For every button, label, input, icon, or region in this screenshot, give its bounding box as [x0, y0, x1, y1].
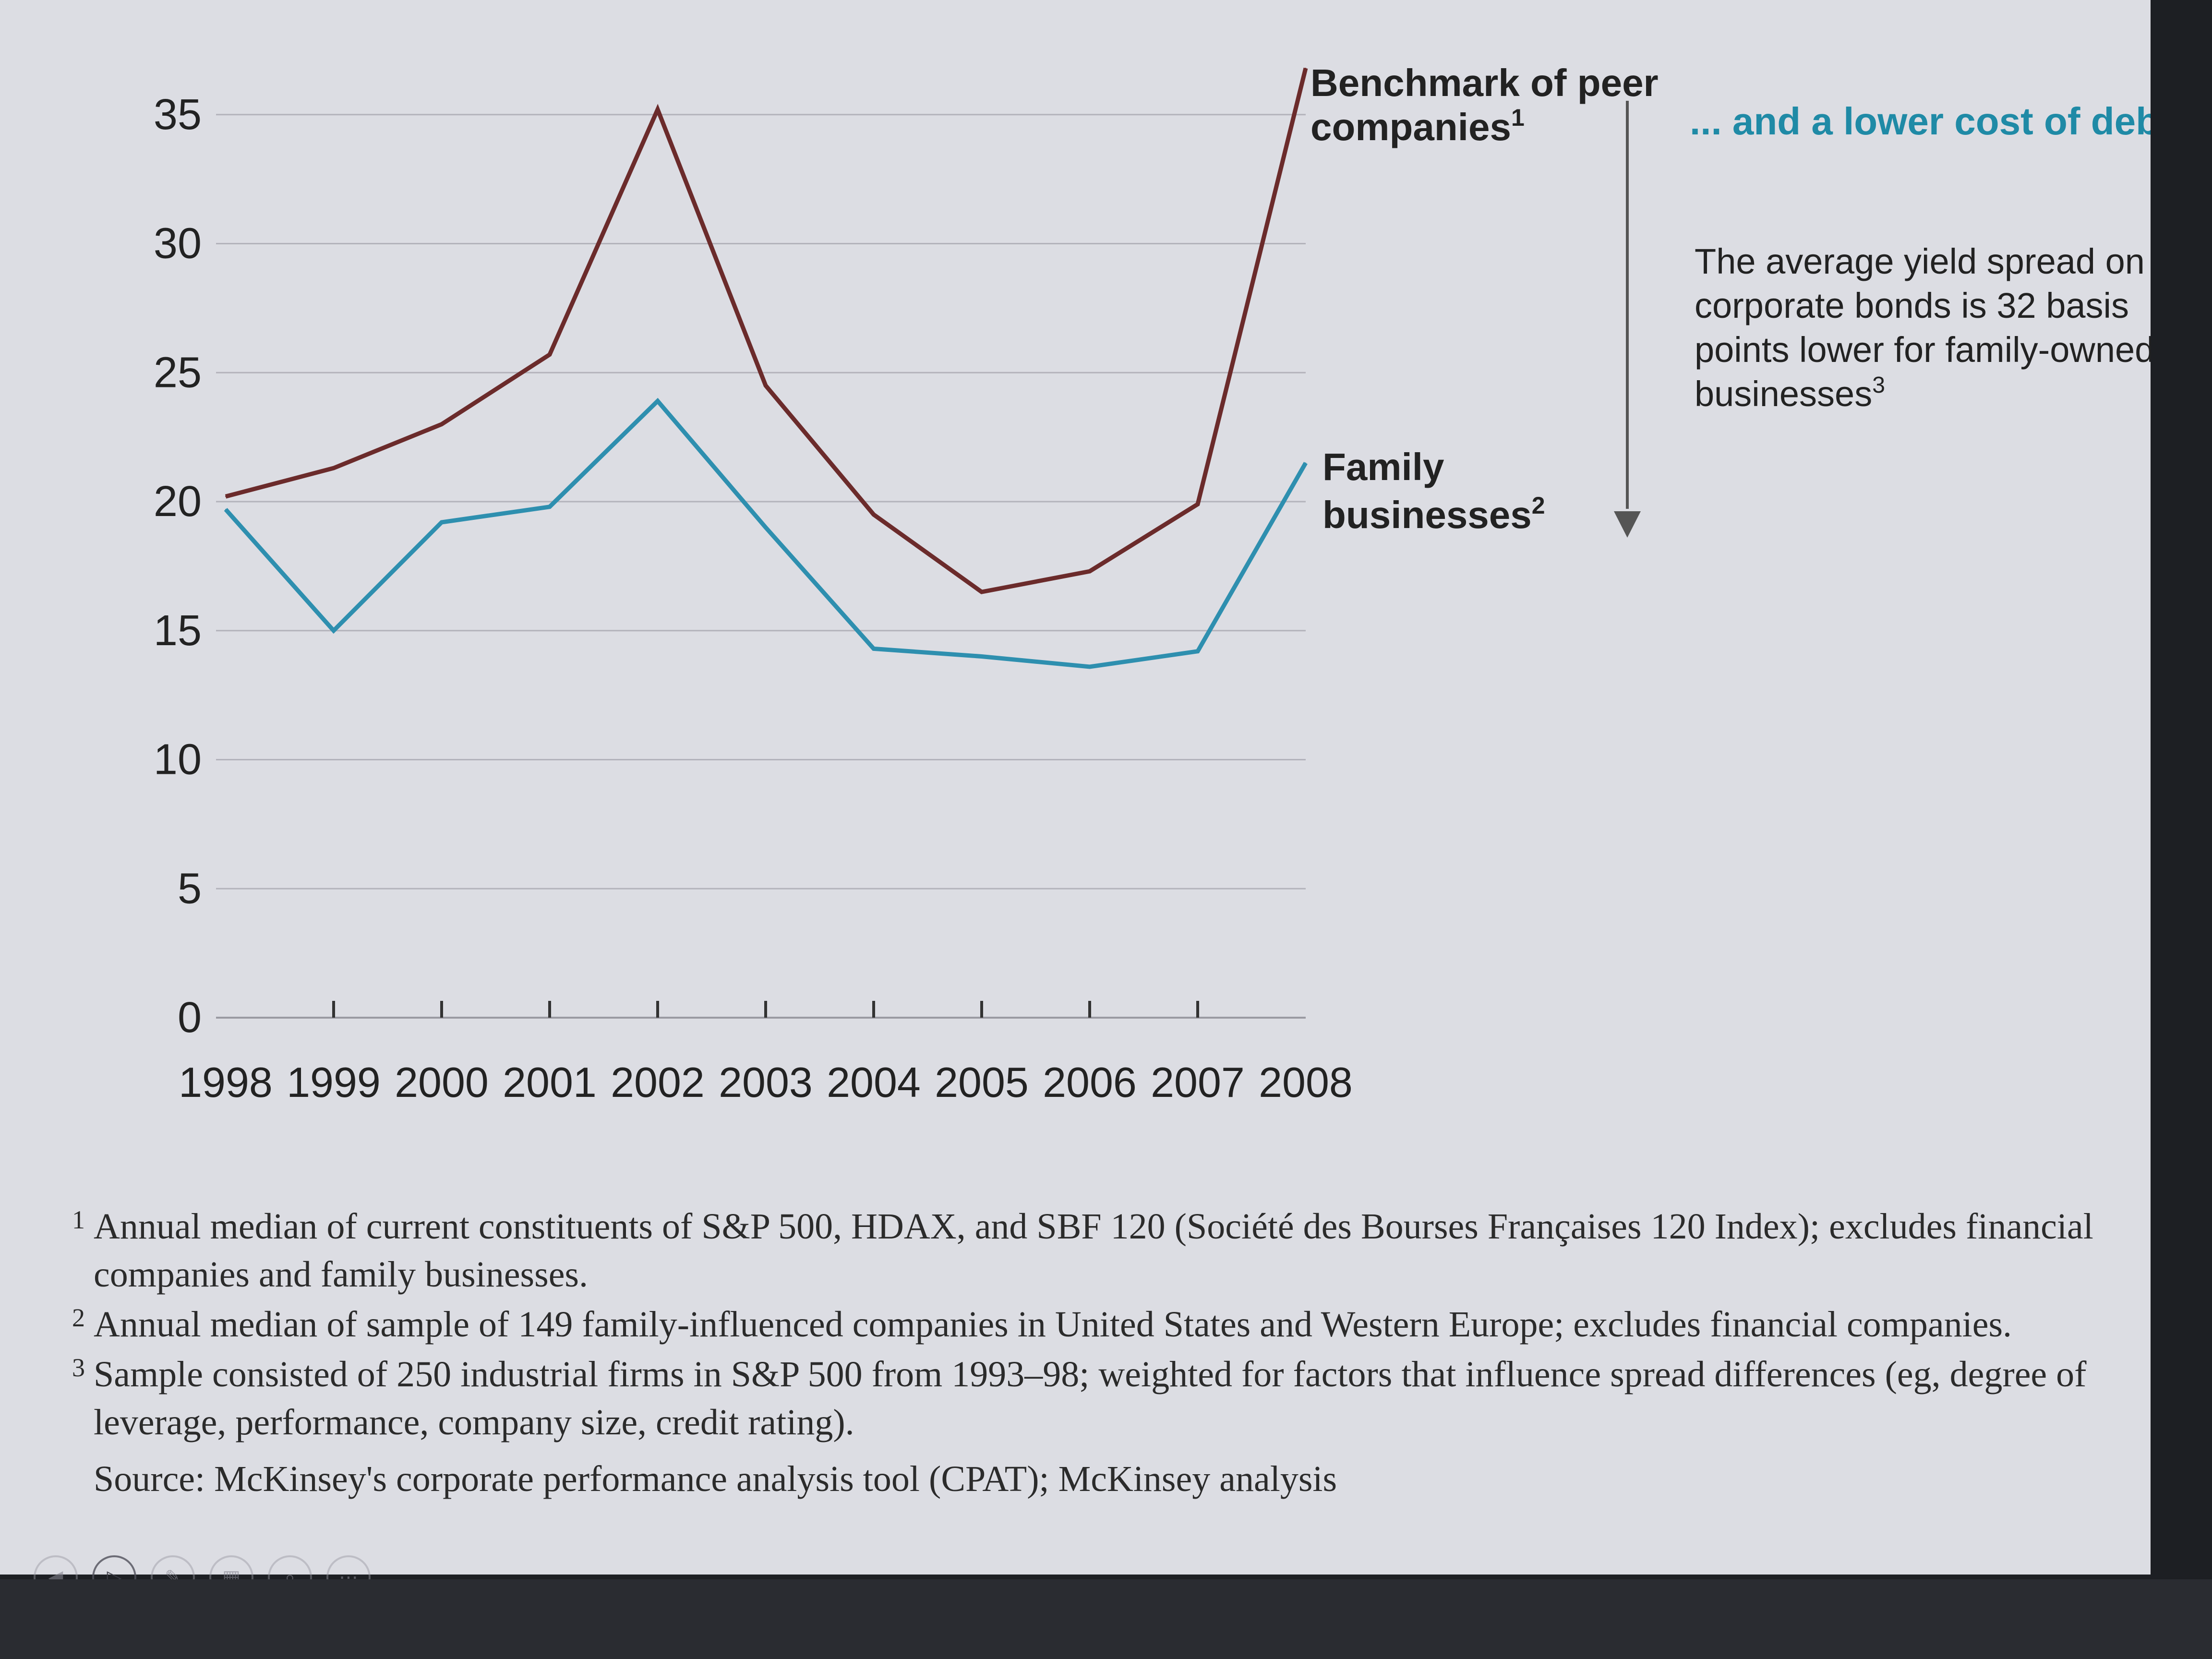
series-label-family-line2: businesses	[1322, 493, 1532, 536]
x-tick-label: 2003	[719, 1058, 813, 1106]
data-point-family	[225, 509, 226, 510]
data-point-benchmark	[1197, 504, 1198, 505]
y-tick-label: 10	[154, 736, 202, 784]
data-point-benchmark	[225, 496, 226, 497]
annotation-body: The average yield spread on corporate bo…	[1695, 241, 2151, 414]
x-tick-label: 2007	[1151, 1058, 1245, 1106]
x-tick-label: 2004	[827, 1058, 921, 1106]
x-tick-label: 2008	[1259, 1058, 1353, 1106]
data-point-family	[441, 522, 442, 523]
slide-screen: 0 5 10 15 20 25 30 35 1998 1999 2000 2001 2002 2003 2…	[0, 0, 2151, 1599]
x-tick-label: 1999	[287, 1058, 381, 1106]
series-label-benchmark-line1: Benchmark of peer	[1310, 61, 1659, 104]
series-label-benchmark-line2: companies	[1310, 106, 1511, 148]
data-point-benchmark	[657, 109, 658, 110]
y-tick-label: 30	[154, 220, 202, 268]
footnote-3: 3 Sample consisted of 250 industrial fir…	[72, 1350, 2112, 1446]
data-point-family	[873, 648, 874, 649]
x-tick-label: 2005	[935, 1058, 1029, 1106]
annotation-body-line2: corporate bonds is 32 basis	[1695, 286, 2129, 325]
y-tick-label: 25	[154, 349, 202, 397]
data-point-benchmark	[441, 423, 442, 425]
annotation-body-line4: businesses	[1695, 374, 1872, 414]
series-label-family: Family businesses2	[1322, 445, 1545, 536]
x-tick-label: 2000	[395, 1058, 489, 1106]
data-point-family	[657, 400, 658, 402]
annotation-heading: ... and a lower cost of debt	[1690, 100, 2151, 143]
annotation-arrow-head	[1614, 511, 1641, 538]
data-point-benchmark	[549, 354, 550, 355]
yield-spread-chart: 0 5 10 15 20 25 30 35 1998 1999 2000 2001 2002 2003 2…	[154, 61, 2151, 1106]
data-point-benchmark	[981, 591, 982, 593]
data-point-family	[549, 506, 550, 507]
screen-bezel	[0, 1579, 2212, 1659]
y-tick-label: 5	[178, 865, 202, 913]
series-line-benchmark	[225, 67, 1308, 594]
data-point-benchmark	[333, 468, 334, 469]
data-point-benchmark	[1089, 571, 1090, 572]
data-point-family	[1305, 462, 1306, 464]
x-tick-label: 2001	[503, 1058, 597, 1106]
footnote-mark-1: 1	[1511, 104, 1525, 131]
gridlines	[216, 114, 1306, 1019]
footnotes: 1 Annual median of current constituents …	[72, 1202, 2112, 1503]
footnote-1: 1 Annual median of current constituents …	[72, 1202, 2112, 1298]
annotation-body-line3: points lower for family-owned	[1695, 330, 2151, 370]
annotation-body-line1: The average yield spread on	[1695, 241, 2145, 281]
y-tick-label: 0	[178, 994, 202, 1042]
footnote-1-text: Annual median of current constituents of…	[94, 1206, 2093, 1295]
data-point-family	[1197, 650, 1198, 652]
data-point-benchmark	[1305, 68, 1306, 69]
footnote-2-text: Annual median of sample of 149 family-in…	[94, 1304, 2012, 1345]
footnote-2-mark: 2	[72, 1303, 85, 1332]
x-tick-label: 2002	[611, 1058, 705, 1106]
data-point-family	[981, 656, 982, 657]
x-tick-label: 2006	[1043, 1058, 1137, 1106]
series-line-family	[224, 397, 1308, 669]
x-tick-label: 1998	[179, 1058, 273, 1106]
series-lines	[224, 67, 1308, 669]
footnote-3-text: Sample consisted of 250 industrial firms…	[94, 1354, 2087, 1443]
data-point-benchmark	[873, 514, 874, 515]
series-label-family-line1: Family	[1322, 445, 1444, 488]
y-tick-label: 35	[154, 91, 202, 139]
y-tick-label: 20	[154, 478, 202, 526]
data-point-benchmark	[765, 385, 766, 386]
source-note: Source: McKinsey's corporate performance…	[94, 1459, 1337, 1499]
x-axis-ticks: 1998 1999 2000 2001 2002 2003 2004 2005 2006 2007…	[179, 1001, 1353, 1106]
footnote-1-mark: 1	[72, 1205, 85, 1234]
y-axis-ticks: 0 5 10 15 20 25 30 35	[154, 91, 202, 1042]
data-point-family	[333, 630, 334, 631]
footnote-mark-3: 3	[1872, 373, 1885, 398]
data-point-family	[1089, 666, 1090, 667]
footnote-mark-2: 2	[1532, 492, 1545, 519]
footnote-2: 2 Annual median of sample of 149 family-…	[72, 1300, 2112, 1348]
footnote-3-mark: 3	[72, 1353, 85, 1382]
data-point-family	[765, 527, 766, 528]
y-tick-label: 15	[154, 607, 202, 655]
series-label-benchmark: Benchmark of peer companies1	[1310, 61, 1669, 148]
